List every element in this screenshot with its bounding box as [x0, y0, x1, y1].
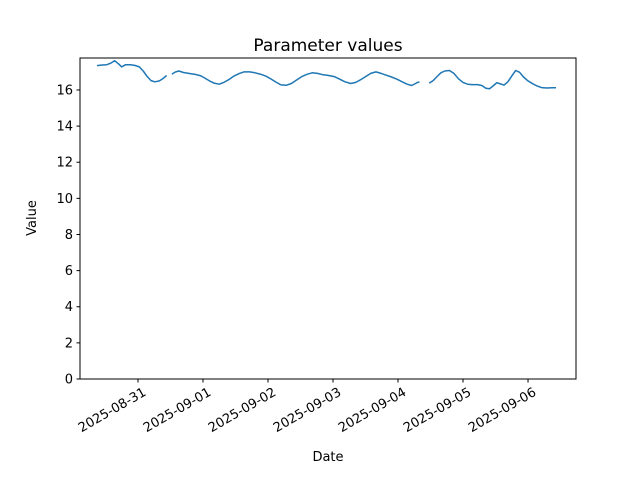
y-tick-label: 6 [65, 264, 73, 279]
axes-spines [79, 57, 577, 380]
y-tick-label: 4 [65, 300, 73, 315]
data-line-segment [96, 59, 168, 83]
chart-title: Parameter values [253, 36, 402, 56]
y-tick-label: 12 [56, 156, 73, 171]
y-tick-label: 14 [56, 120, 73, 135]
y-tick-label: 10 [56, 192, 73, 207]
y-tick-label: 16 [56, 83, 73, 98]
data-line-segment [171, 70, 420, 87]
y-axis-label: Value [25, 200, 40, 236]
x-tick-label: 2025-09-01 [141, 385, 214, 436]
x-tick-label: 2025-09-04 [336, 385, 409, 436]
data-line-segment [428, 69, 556, 90]
y-tick-label: 0 [65, 373, 73, 388]
x-tick-label: 2025-09-03 [271, 385, 344, 436]
plot-area: 02468101214162025-08-312025-09-012025-09… [56, 57, 577, 436]
x-tick-label: 2025-09-05 [401, 385, 474, 436]
y-tick-label: 2 [65, 336, 73, 351]
x-axis-label: Date [312, 450, 343, 465]
x-tick-label: 2025-08-31 [76, 385, 149, 436]
x-tick-label: 2025-09-06 [466, 385, 539, 436]
x-tick-label: 2025-09-02 [206, 385, 279, 436]
y-tick-label: 8 [65, 228, 73, 243]
